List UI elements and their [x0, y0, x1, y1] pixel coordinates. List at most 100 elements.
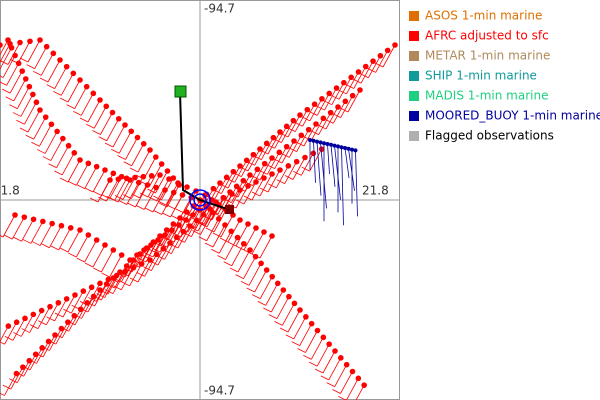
barb-flag	[192, 230, 201, 235]
wind-barb	[156, 178, 170, 202]
wind-barb	[39, 223, 53, 246]
barb-flag	[9, 378, 18, 384]
obs-dot	[355, 375, 362, 382]
barb-flag	[240, 280, 250, 286]
obs-dot	[320, 115, 327, 122]
top-label: -94.7	[204, 2, 235, 16]
legend-label: ASOS 1-min marine	[425, 9, 542, 23]
obs-dot	[164, 168, 171, 174]
barb-flag	[31, 141, 40, 147]
wind-barb	[44, 131, 58, 154]
barb-flag	[76, 257, 85, 263]
obs-dot	[147, 147, 153, 153]
obs-dot	[158, 161, 165, 167]
wind-barb	[100, 112, 113, 135]
wind-barb	[4, 322, 18, 345]
buoy-dot	[336, 144, 340, 149]
wind-barb	[187, 209, 201, 233]
wind-barb	[0, 39, 9, 56]
wind-barb	[231, 243, 245, 266]
wind-barb	[287, 114, 301, 138]
barb-flag	[84, 262, 94, 268]
barb-flag	[175, 208, 185, 214]
barb-flag	[46, 84, 55, 90]
barb-flag	[98, 136, 107, 142]
obs-dot	[202, 192, 208, 198]
barb-flag	[274, 320, 283, 326]
barb-flag	[93, 190, 102, 196]
barb-flag	[42, 156, 52, 161]
obs-dot	[65, 142, 72, 149]
wind-barb	[292, 157, 306, 180]
obs-dot	[110, 170, 117, 177]
barb-flag	[204, 242, 214, 248]
obs-dot	[105, 276, 112, 283]
obs-dot	[237, 187, 243, 193]
obs-dot	[153, 154, 159, 160]
obs-dot	[237, 217, 243, 223]
obs-dot	[26, 357, 33, 364]
wind-barb	[259, 173, 273, 197]
wind-barb	[4, 373, 17, 396]
wind-barb	[39, 124, 52, 147]
obs-dot	[280, 287, 287, 293]
barb-flag	[136, 271, 145, 277]
center-ring	[189, 189, 211, 211]
wind-barb	[347, 89, 361, 113]
barb-flag	[293, 170, 302, 176]
wind-barb	[81, 296, 94, 319]
wind-barb	[21, 219, 34, 242]
barb-flag	[165, 237, 175, 243]
obs-dot	[37, 37, 43, 43]
wind-barb	[225, 237, 238, 260]
wind-barb	[296, 129, 310, 152]
barb-flag	[46, 316, 55, 322]
wind-barb	[36, 341, 49, 364]
barb-flag	[217, 255, 226, 260]
obs-dot	[12, 52, 18, 59]
barb-flag	[144, 252, 154, 258]
barb-flag	[198, 236, 207, 242]
barb-flag	[123, 267, 133, 273]
wind-barb	[143, 187, 157, 210]
obs-dot	[134, 134, 141, 141]
wind-barb	[235, 223, 249, 247]
obs-dot	[12, 212, 18, 218]
obs-dot	[72, 292, 78, 298]
wind-barb	[220, 171, 234, 194]
barb-flag	[257, 300, 266, 306]
barb-flag	[172, 232, 182, 238]
wind-barb	[137, 259, 151, 283]
obs-dot	[332, 348, 338, 354]
obs-dot	[240, 177, 247, 184]
obs-dot	[58, 325, 65, 332]
barb-flag	[121, 281, 130, 287]
wind-barb	[30, 221, 44, 244]
wind-barb	[54, 66, 68, 89]
obs-dot	[127, 257, 133, 263]
wind-barb	[275, 165, 289, 189]
obs-dot	[343, 361, 350, 368]
wind-barb	[332, 101, 346, 124]
obs-dot	[305, 126, 312, 133]
barb-flag	[5, 96, 14, 102]
barb-flag	[12, 112, 22, 117]
obs-dot	[60, 135, 66, 142]
wind-barb	[75, 163, 89, 186]
wind-barb	[346, 71, 359, 95]
obs-dot	[283, 123, 290, 130]
barb-flag	[136, 205, 145, 210]
barb-flag	[130, 262, 140, 268]
barb-flag	[29, 324, 39, 330]
wind-barb	[49, 328, 62, 351]
obs-dot	[384, 47, 391, 54]
obs-dot	[341, 79, 347, 86]
obs-dot	[30, 311, 37, 318]
barb-flag	[308, 361, 318, 367]
wind-barb	[184, 220, 198, 243]
wind-barb	[309, 148, 323, 172]
wind-barb	[303, 123, 317, 147]
wind-barb	[260, 137, 274, 160]
barb-flag	[54, 312, 64, 318]
wind-barb	[49, 225, 62, 248]
